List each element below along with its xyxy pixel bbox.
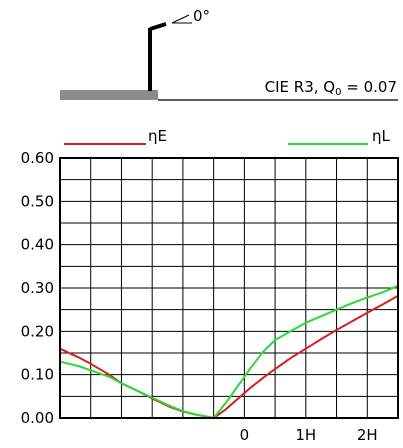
legend-label-eta-e: ηE xyxy=(148,127,167,145)
x-tick-label: 1H xyxy=(295,426,316,444)
y-tick-label: 0.00 xyxy=(21,409,54,427)
legend-label-eta-l: ηL xyxy=(372,127,391,145)
ground-block xyxy=(60,90,158,100)
plot-frame xyxy=(59,157,399,419)
x-axis-ticks: 0 1H 2H xyxy=(240,426,378,444)
x-tick-label: 2H xyxy=(357,426,378,444)
y-tick-label: 0.20 xyxy=(21,322,54,340)
pole-arm xyxy=(149,22,167,31)
x-tick-label: 0 xyxy=(240,426,250,444)
y-tick-label: 0.40 xyxy=(21,236,54,254)
luminaire-diagram: 0° CIE R3, Q0 = 0.07 xyxy=(60,7,398,101)
series-line-eta-l xyxy=(59,284,399,419)
chart-series xyxy=(59,284,399,419)
y-tick-label: 0.60 xyxy=(21,149,54,167)
info-label: CIE R3, Q0 = 0.07 xyxy=(265,78,397,98)
y-axis-ticks: 0.00 0.10 0.20 0.30 0.40 0.50 0.60 xyxy=(21,149,54,427)
y-tick-label: 0.50 xyxy=(21,192,54,210)
chart-grid xyxy=(59,157,399,419)
tilt-angle-icon xyxy=(171,14,192,24)
legend: ηE ηL xyxy=(64,127,391,145)
tilt-label: 0° xyxy=(193,7,210,25)
y-tick-label: 0.30 xyxy=(21,279,54,297)
y-tick-label: 0.10 xyxy=(21,366,54,384)
